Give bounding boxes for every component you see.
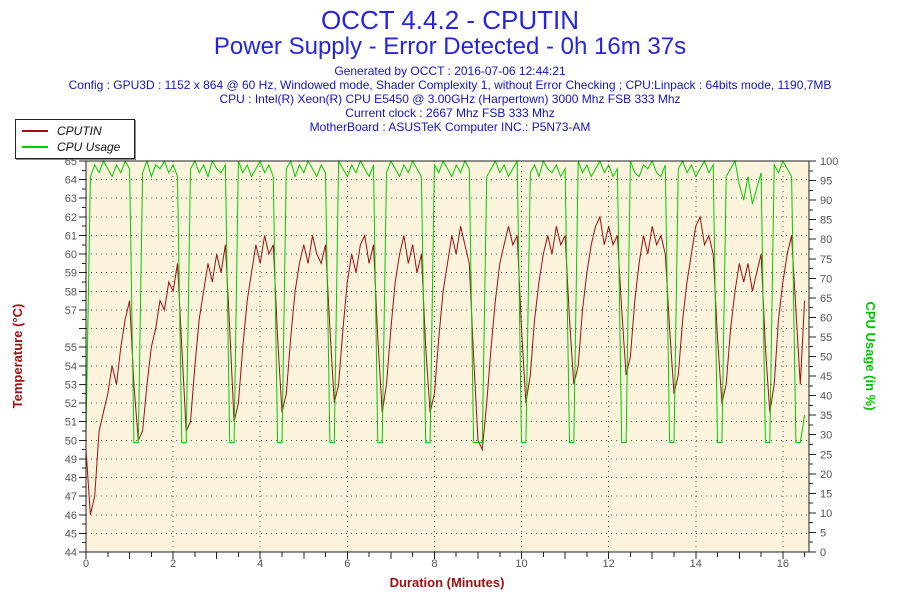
y-left-axis-title: Temperature (°C)	[10, 304, 25, 409]
x-tick-label: 2	[170, 558, 176, 570]
y-right-tick-label: 25	[820, 449, 832, 461]
temperature-cpu-usage-chart: 6564636261605958575554535251504948474645…	[10, 156, 878, 590]
current-clock-line: Current clock : 2667 Mhz FSB 333 Mhz	[345, 106, 555, 120]
y-left-tick-label: 63	[65, 193, 77, 205]
y-left-tick-label: 57	[65, 305, 77, 317]
y-right-tick-label: 10	[820, 508, 832, 520]
cpu-line: CPU : Intel(R) Xeon(R) CPU E5450 @ 3.00G…	[219, 92, 681, 106]
y-right-tick-label: 35	[820, 410, 832, 422]
y-left-tick-label: 52	[65, 398, 77, 410]
y-left-tick-label: 53	[65, 379, 77, 391]
x-tick-label: 6	[344, 558, 350, 570]
x-tick-label: 8	[431, 558, 437, 570]
y-right-tick-label: 0	[820, 547, 826, 559]
y-right-tick-label: 55	[820, 332, 832, 344]
x-tick-label: 16	[777, 558, 789, 570]
y-right-tick-label: 70	[820, 273, 832, 285]
y-right-tick-label: 30	[820, 430, 832, 442]
cpu-usage-line-swatch	[22, 146, 48, 148]
y-left-tick-label: 64	[65, 175, 77, 187]
legend-label-cpu-usage: CPU Usage	[57, 140, 121, 154]
y-right-tick-label: 100	[820, 156, 838, 168]
system-info-block: Generated by OCCT : 2016-07-06 12:44:21 …	[0, 64, 900, 134]
legend-label-cputin: CPUTIN	[57, 124, 102, 138]
y-right-tick-label: 95	[820, 176, 832, 188]
chart-header: OCCT 4.4.2 - CPUTIN Power Supply - Error…	[0, 6, 900, 134]
y-right-tick-label: 65	[820, 293, 832, 305]
config-line: Config : GPU3D : 1152 x 864 @ 60 Hz, Win…	[68, 78, 832, 92]
x-axis-title: Duration (Minutes)	[390, 575, 505, 590]
y-right-tick-label: 40	[820, 391, 832, 403]
legend-item-cpu-usage: CPU Usage	[22, 139, 128, 155]
y-left-tick-label: 51	[65, 417, 77, 429]
motherboard-line: MotherBoard : ASUSTeK Computer INC.: P5N…	[309, 120, 591, 134]
y-right-tick-label: 85	[820, 215, 832, 227]
y-right-tick-label: 15	[820, 488, 832, 500]
x-tick-label: 0	[83, 558, 89, 570]
y-left-tick-label: 55	[65, 342, 77, 354]
y-left-tick-label: 50	[65, 435, 77, 447]
y-left-tick-label: 61	[65, 230, 77, 242]
page-subtitle: Power Supply - Error Detected - 0h 16m 3…	[213, 33, 687, 60]
y-right-tick-label: 45	[820, 371, 832, 383]
y-left-tick-label: 47	[65, 491, 77, 503]
y-right-tick-label: 60	[820, 312, 832, 324]
y-left-tick-label: 60	[65, 249, 77, 261]
series-line-cpu-usage	[85, 159, 806, 443]
y-left-tick-label: 65	[65, 156, 77, 168]
generated-by-line: Generated by OCCT : 2016-07-06 12:44:21	[334, 64, 566, 78]
x-tick-label: 14	[690, 558, 702, 570]
page-title: OCCT 4.4.2 - CPUTIN	[320, 5, 580, 35]
y-right-tick-label: 50	[820, 352, 832, 364]
y-left-tick-label: 54	[65, 361, 77, 373]
y-right-tick-label: 5	[820, 527, 826, 539]
y-right-tick-label: 20	[820, 469, 832, 481]
y-left-tick-label: 46	[65, 510, 77, 522]
y-right-tick-label: 75	[820, 254, 832, 266]
y-right-axis-title: CPU Usage (in %)	[863, 301, 878, 410]
y-left-tick-label: 48	[65, 473, 77, 485]
y-left-tick-label: 49	[65, 454, 77, 466]
legend-item-cputin: CPUTIN	[22, 123, 128, 139]
cputin-line-swatch	[22, 130, 48, 132]
x-tick-label: 4	[257, 558, 263, 570]
y-left-tick-label: 59	[65, 268, 77, 280]
y-left-tick-label: 45	[65, 528, 77, 540]
y-left-tick-label: 62	[65, 212, 77, 224]
x-tick-label: 10	[515, 558, 527, 570]
plot-background	[86, 161, 809, 552]
y-left-tick-label: 58	[65, 286, 77, 298]
series-line-cputin	[85, 215, 806, 515]
y-right-tick-label: 90	[820, 195, 832, 207]
y-right-tick-label: 80	[820, 234, 832, 246]
chart-legend: CPUTIN CPU Usage	[15, 119, 135, 159]
x-tick-label: 12	[603, 558, 615, 570]
y-left-tick-label: 44	[65, 547, 77, 559]
